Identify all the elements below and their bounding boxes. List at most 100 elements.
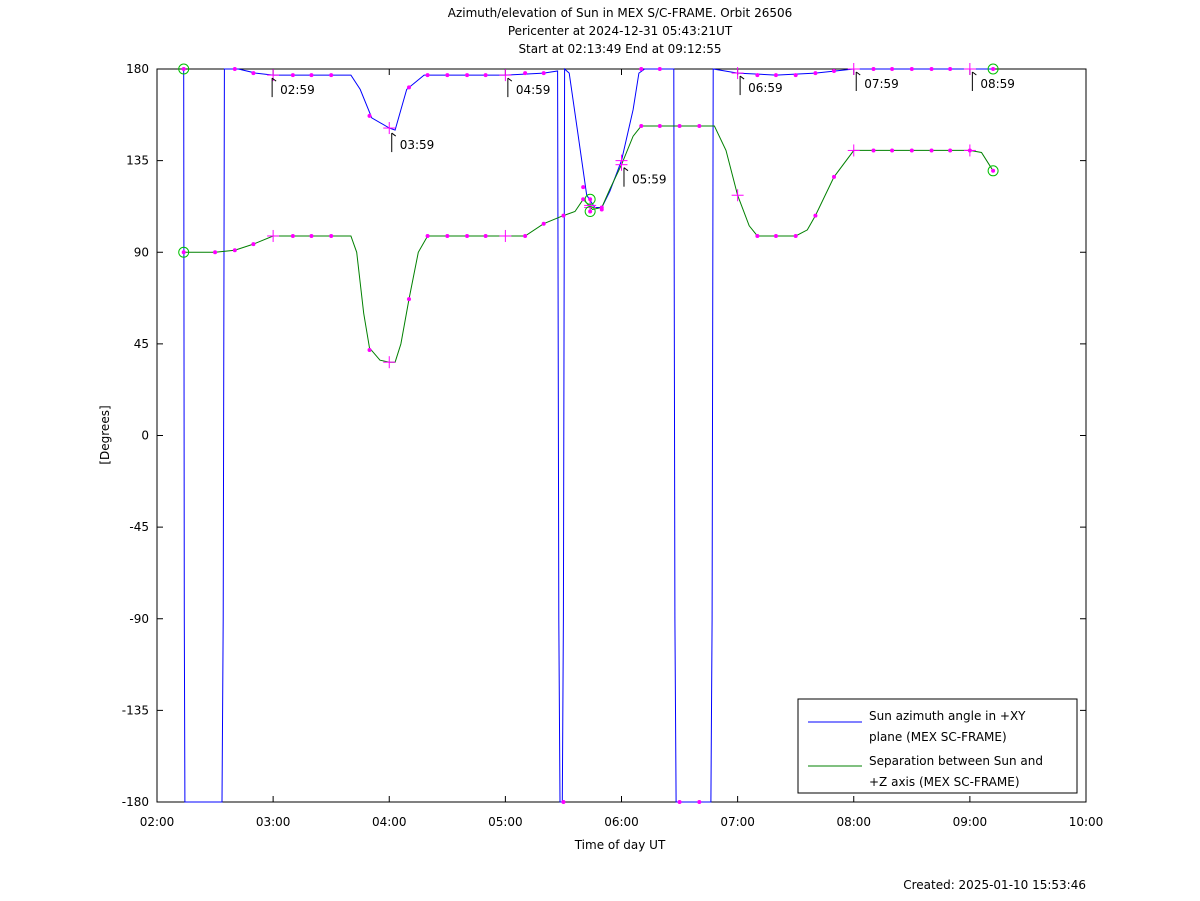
data-point-marker [483,233,488,238]
data-point-marker [290,73,295,78]
annotation-hook [507,77,513,82]
data-point-marker [755,233,760,238]
x-tick-label: 03:00 [256,815,291,829]
y-tick-label: 180 [126,62,149,76]
hour-cross-marker [847,144,860,157]
data-point-marker [871,67,876,71]
y-tick-label: -45 [129,520,149,534]
event-circle-marker [584,193,596,205]
data-point-marker [639,124,644,129]
series-line-separation [183,125,994,363]
legend-label-separation-1: Separation between Sun and [869,754,1043,768]
y-tick-label: -90 [129,612,149,626]
annotation-label: 03:59 [400,138,435,152]
event-circle-center [181,250,186,255]
data-point-marker [445,73,450,78]
data-point-marker [465,73,470,78]
data-point-marker [793,233,798,238]
x-tick-label: 09:00 [953,815,988,829]
markers [178,63,999,804]
axis-ticks: 02:00 03:00 04:00 05:00 06:00 07:00 08:00 09:00… [122,62,1104,829]
data-point-marker [213,250,218,255]
legend: Sun azimuth angle in +XY plane (MEX SC-F… [797,698,1078,794]
event-circle-marker [584,206,596,218]
data-point-marker [232,248,237,253]
data-point-marker [523,71,528,76]
annotation-label: 08:59 [980,77,1015,91]
annotation-hook [391,132,397,137]
y-tick-label: 45 [134,337,149,351]
data-point-marker [367,347,372,352]
data-point-marker [483,73,488,78]
created-timestamp: Created: 2025-01-10 15:53:46 [903,878,1086,892]
chart-title: Azimuth/elevation of Sun in MEX S/C-FRAM… [448,6,793,20]
data-point-marker [541,71,546,76]
y-tick-label: -180 [122,795,149,809]
data-point-marker [367,113,372,118]
data-point-marker [445,233,450,238]
y-tick-label: 90 [134,245,149,259]
data-point-marker [581,185,586,190]
annotation-hook [972,71,977,76]
x-tick-label: 08:00 [836,815,871,829]
x-tick-label: 02:00 [140,815,175,829]
data-point-marker [657,67,662,71]
hour-cross-marker [267,229,280,242]
data-point-marker [329,73,334,78]
data-point-marker [697,800,702,804]
data-point-marker [465,233,470,238]
data-point-marker [677,800,682,804]
data-point-marker [677,124,682,129]
event-circle-center [588,209,593,214]
event-circle-marker [987,63,999,75]
hour-cross-marker [963,63,976,75]
legend-box [797,698,1078,794]
hour-annotations: 02:59 03:59 04:59 05:59 06:59 07:59 08:59 [271,71,1015,187]
hour-cross-marker [847,63,860,75]
data-point-marker [773,73,778,78]
event-circle-center [991,67,996,71]
data-point-marker [523,233,528,238]
legend-label-separation-2: +Z axis (MEX SC-FRAME) [869,775,1020,789]
data-point-marker [948,148,953,153]
data-point-marker [697,124,702,129]
data-point-marker [909,67,914,71]
annotation-hook [271,77,277,82]
y-tick-label: 135 [126,154,149,168]
data-point-marker [309,233,314,238]
event-circle-marker [178,63,190,75]
data-point-marker [581,197,586,202]
data-point-marker [425,233,430,238]
series-line-azimuth [183,67,994,803]
annotation-hook [739,75,745,80]
data-point-marker [251,71,256,76]
data-point-marker [541,221,546,226]
data-point-marker [561,213,566,218]
data-point-marker [793,73,798,78]
data-point-marker [329,233,334,238]
data-point-marker [290,233,295,238]
data-point-marker [309,73,314,78]
data-point-marker [773,233,778,238]
hour-cross-marker [963,144,976,157]
annotation-label: 05:59 [632,173,667,187]
data-point-marker [599,207,604,212]
data-point-marker [657,124,662,129]
event-circle-center [588,197,593,202]
event-circle-center [181,67,186,71]
x-tick-label: 04:00 [372,815,407,829]
chart-subtitle-start-end: Start at 02:13:49 End at 09:12:55 [518,42,721,56]
data-point-marker [871,148,876,153]
data-point-marker [909,148,914,153]
event-circle-center [991,168,996,173]
y-axis-label: [Degrees] [98,405,112,464]
x-tick-label: 05:00 [488,815,523,829]
series-lines [183,67,994,803]
data-point-marker [406,297,411,302]
annotation-label: 06:59 [748,81,783,95]
annotation-hook [623,167,629,172]
data-point-marker [425,73,430,78]
data-point-marker [561,800,566,804]
annotation-label: 07:59 [864,77,899,91]
